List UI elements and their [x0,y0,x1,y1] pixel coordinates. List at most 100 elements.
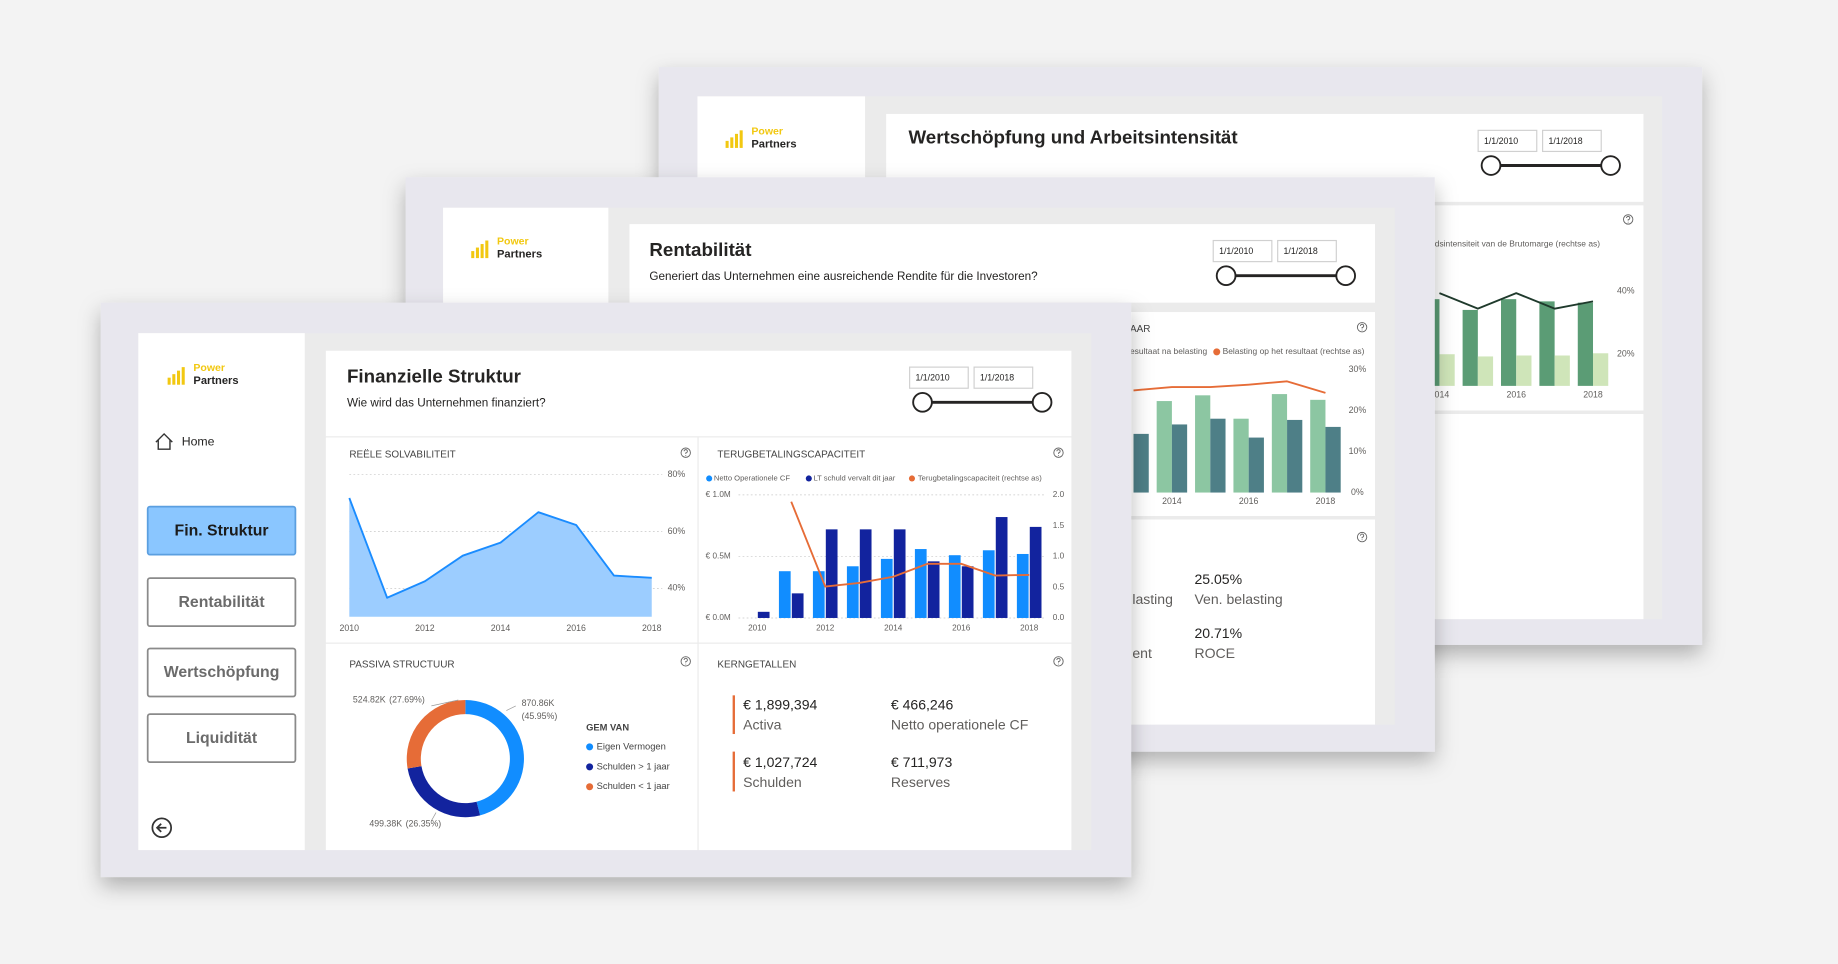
line [1439,292,1594,310]
area-fill [349,497,652,617]
y-tick-label: 60% [668,526,686,536]
help-icon[interactable] [680,447,691,458]
bar [961,566,974,618]
y2-tick-label: 0.5 [1053,582,1065,591]
y-tick-label: 20% [1617,349,1635,359]
x-tick-label: 2014 [1430,390,1450,400]
chart-title: REËLE SOLVABILITEIT [349,450,455,461]
donut-segment [407,766,481,818]
slider-handle[interactable] [1031,391,1053,413]
logo-text: Power [193,362,225,374]
logo-bar [734,133,739,148]
data-label: 499.38K [369,819,402,829]
logo-bar [739,130,743,148]
help-icon[interactable] [1356,322,1368,333]
y-tick-label: 0% [1351,487,1364,497]
back-arrow [155,823,167,833]
bar [1133,433,1149,493]
help-icon-glyph [683,657,688,665]
leader-line [506,705,516,711]
bar [1516,355,1532,386]
bar [1271,394,1288,493]
x-tick-label: 2016 [952,624,971,633]
logo-bar [730,137,734,148]
nav-button[interactable] [146,647,297,698]
x-tick-label: 2016 [1506,390,1526,400]
logo-bar [725,140,729,148]
date-box[interactable] [1212,239,1273,263]
bar [982,550,995,618]
y2-tick-label: 2.0 [1053,490,1065,499]
slider-handle[interactable] [1480,155,1502,176]
help-icon[interactable] [680,656,691,667]
nav-button[interactable] [146,713,297,764]
slider-handle[interactable] [1215,265,1237,287]
nav-home[interactable]: Home [182,434,215,448]
bar [791,593,804,618]
bar [1233,418,1249,493]
slider-handle[interactable] [1335,265,1356,287]
legend-label: dsintensiteit van de Brutomarge (rechtse… [1435,238,1600,248]
help-icon[interactable] [1053,656,1064,667]
kpi-label: ROCE [1194,645,1235,661]
bar [927,561,940,618]
logo-bar [177,370,181,385]
home-icon[interactable] [155,432,173,450]
date-box[interactable] [973,366,1034,389]
bar [1310,399,1326,493]
kpi-label: Ven. belasting [1194,591,1282,607]
bar [914,549,927,618]
back-button[interactable] [151,817,173,839]
date-box[interactable] [1542,129,1602,153]
nav-button[interactable] [146,577,297,628]
x-tick-label: 2018 [642,623,662,633]
help-icon-glyph [1056,449,1061,456]
slider-handle[interactable] [912,391,933,413]
y-tick-label: 10% [1349,446,1367,456]
x-tick-label: 2016 [1239,496,1259,506]
bar [1171,424,1188,493]
x-tick-label: 2014 [491,623,511,633]
x-tick-label: 2010 [748,624,767,633]
data-label: (45.95%) [522,711,558,721]
legend-swatch [1213,348,1221,356]
bar [778,571,791,618]
legend-swatch [586,763,594,771]
bar [846,566,859,618]
date-to: 1/1/2018 [1284,246,1318,256]
nav-button-label[interactable]: Wertschöpfung [164,664,280,681]
bar [1577,302,1594,386]
date-box[interactable] [909,366,969,389]
chart-title: PASSIVA STRUCTUUR [349,659,454,670]
help-icon[interactable] [1053,447,1064,458]
kpi-label: Schulden [743,774,802,790]
bar [1462,309,1478,386]
help-icon[interactable] [1356,531,1368,543]
line [790,501,1030,588]
data-label: 524.82K [353,694,386,704]
help-icon[interactable] [1623,214,1634,225]
y2-tick-label: 1.0 [1053,552,1065,561]
bar [948,555,961,618]
legend-swatch [586,743,594,751]
bar [1325,426,1341,493]
logo-bar [480,244,484,259]
nav-button[interactable] [146,505,297,556]
y-tick-label: 20% [1349,405,1367,415]
kpi-label: lasting [1132,591,1173,607]
bar [757,611,770,618]
bar [1593,353,1609,386]
kpi-label: Netto operationele CF [891,717,1029,733]
legend-title: GEM VAN [586,723,629,733]
card [629,224,1375,303]
bar [1210,418,1226,493]
date-box[interactable] [1277,239,1337,263]
nav-button-label[interactable]: Rentabilität [178,594,265,611]
bar [995,517,1008,618]
date-box[interactable] [1477,129,1538,153]
legend-label: LT schuld vervalt dit jaar [814,473,896,482]
nav-button-label[interactable]: Liquidität [186,730,258,747]
slider-handle[interactable] [1600,155,1621,176]
kpi-accent [732,751,735,792]
nav-button-label[interactable]: Fin. Struktur [175,522,269,539]
